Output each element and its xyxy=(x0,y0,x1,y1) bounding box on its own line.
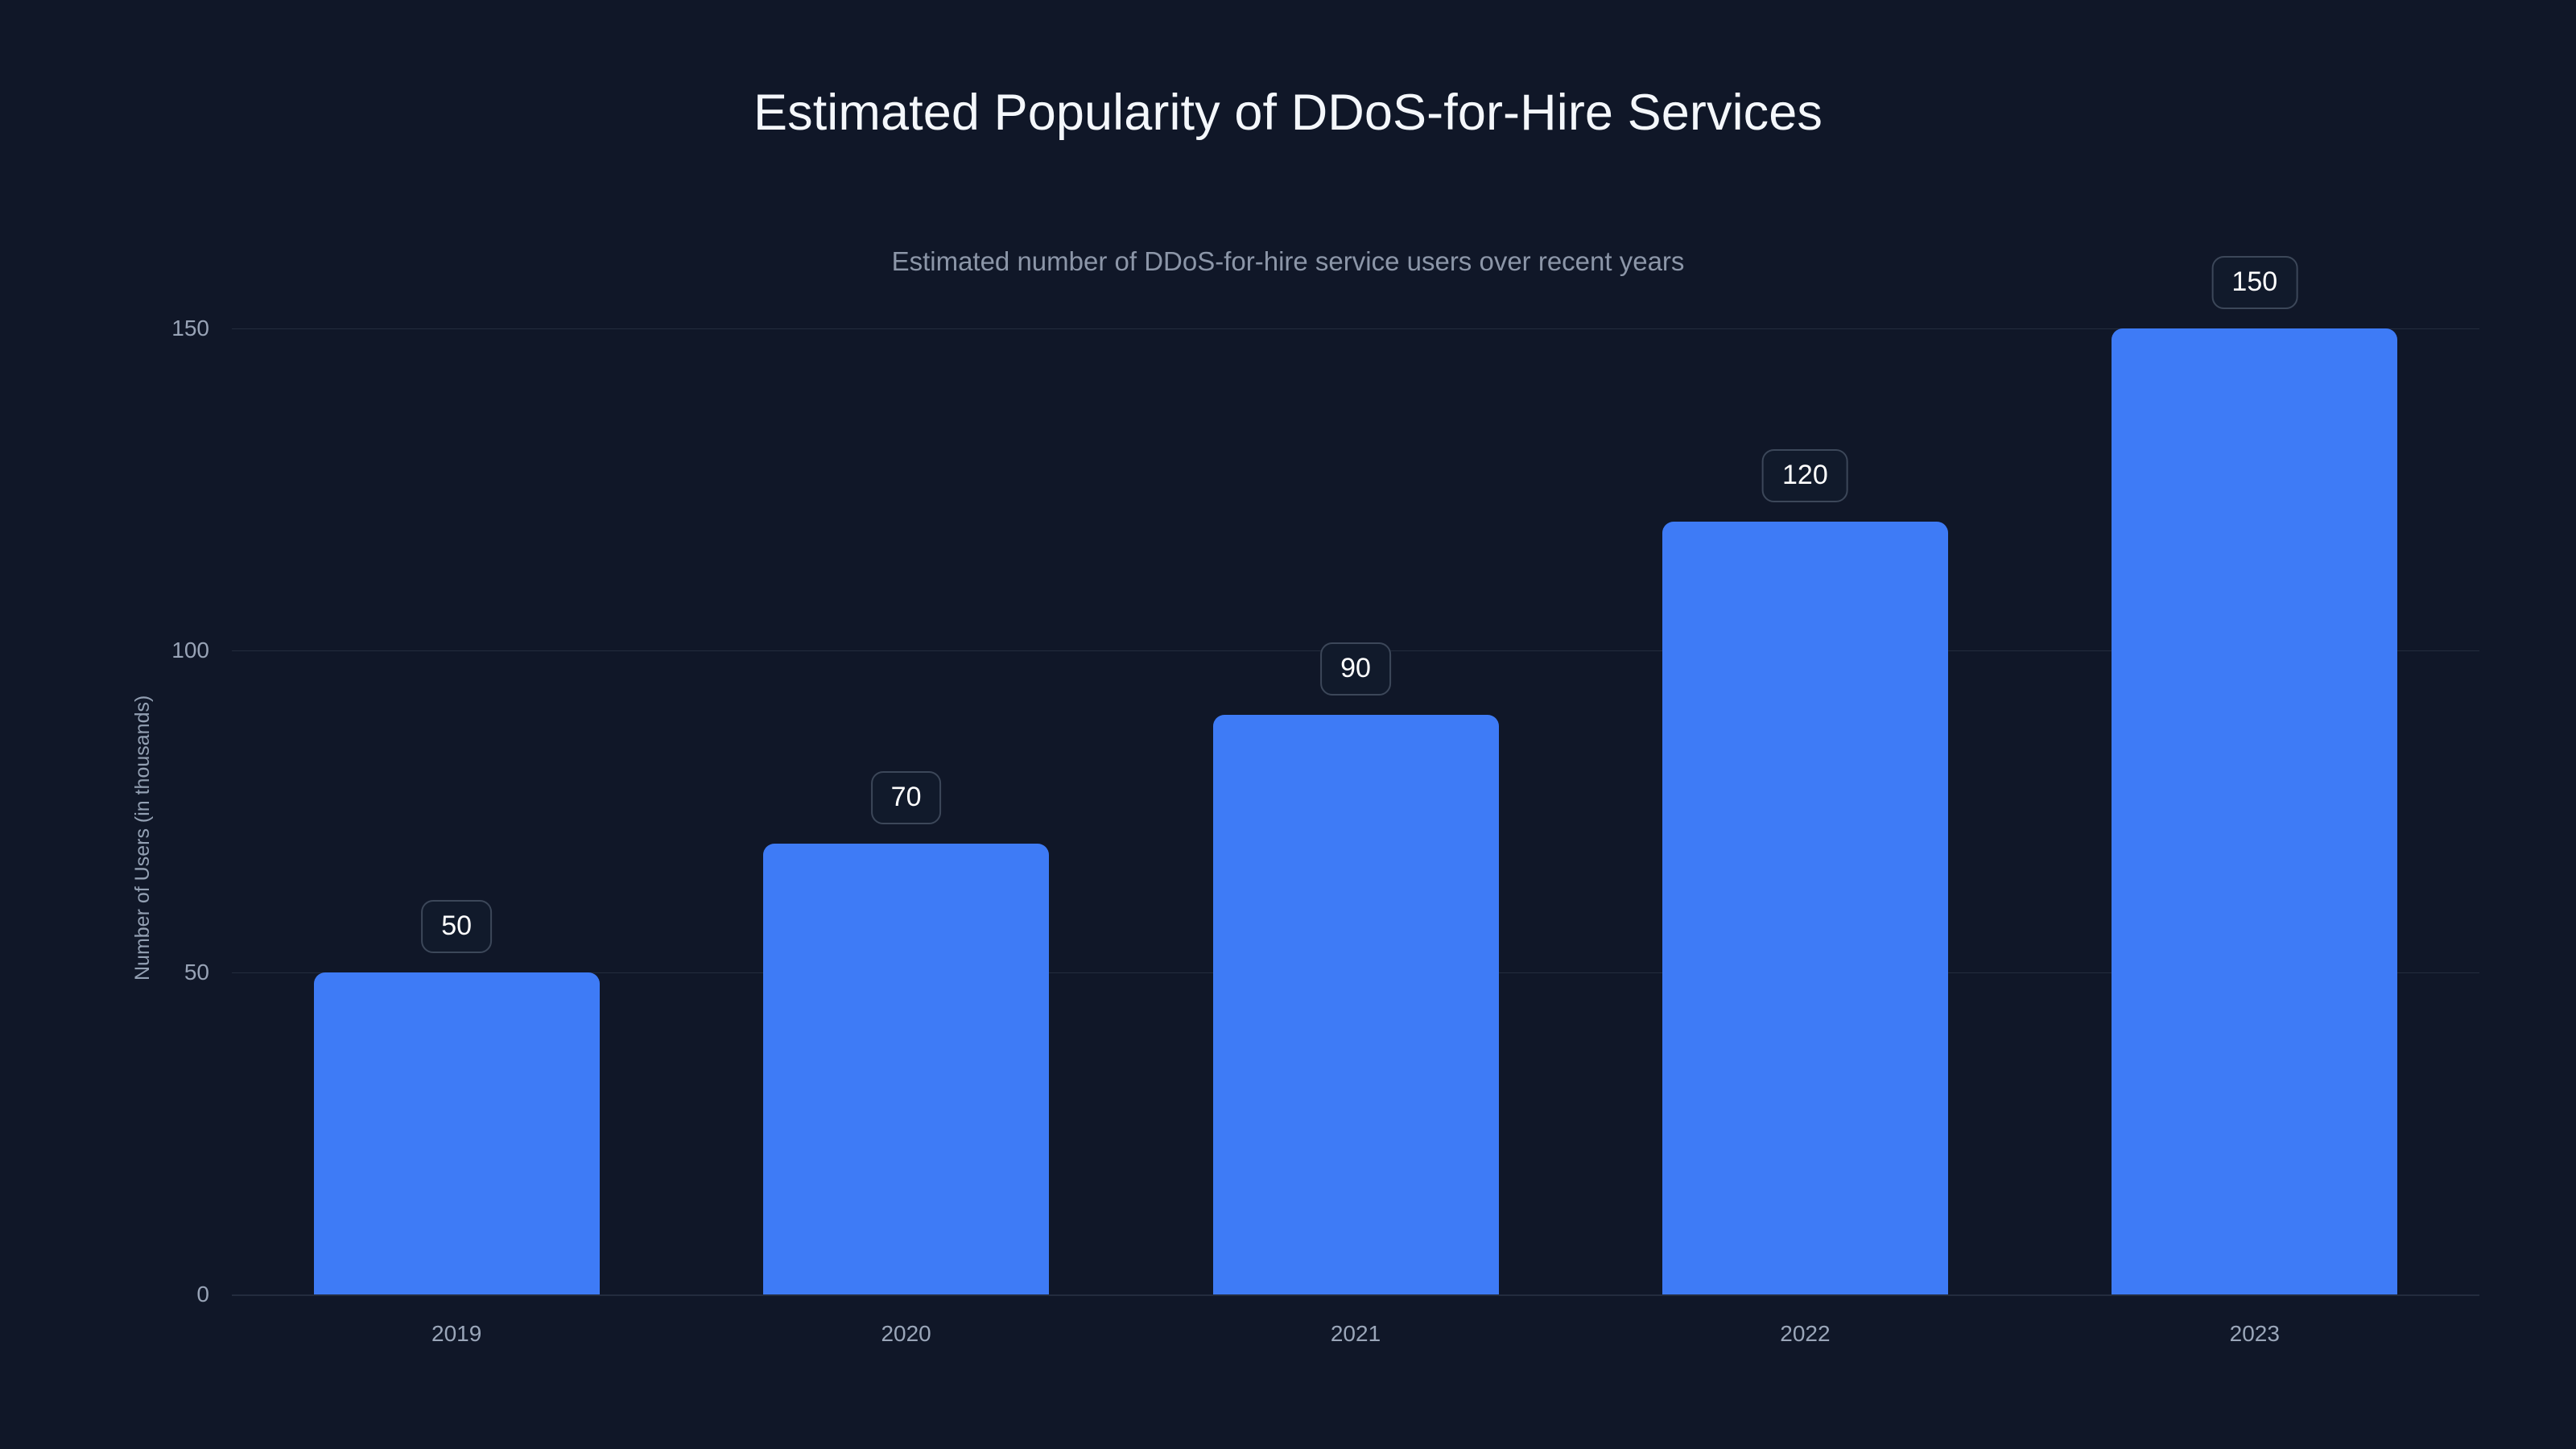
bar-value-label: 120 xyxy=(1762,449,1848,502)
bar[interactable] xyxy=(2112,328,2398,1294)
chart-title: Estimated Popularity of DDoS-for-Hire Se… xyxy=(753,85,1823,141)
axis-baseline xyxy=(232,1294,2479,1296)
y-axis-title: Number of Users (in thousands) xyxy=(131,695,154,980)
gridline xyxy=(232,328,2479,329)
y-tick-label: 50 xyxy=(184,960,209,985)
x-tick-label: 2021 xyxy=(1330,1321,1381,1346)
bar[interactable] xyxy=(313,972,600,1294)
bar-value-label: 70 xyxy=(870,771,942,824)
bar-value-label: 90 xyxy=(1320,642,1391,696)
plot-area xyxy=(232,328,2479,1296)
y-tick-label: 100 xyxy=(171,638,209,663)
bar-value-label: 150 xyxy=(2211,256,2298,309)
x-tick-label: 2019 xyxy=(431,1321,482,1346)
bar[interactable] xyxy=(1212,715,1499,1294)
x-tick-label: 2022 xyxy=(1780,1321,1831,1346)
y-tick-label: 150 xyxy=(171,316,209,341)
x-tick-label: 2020 xyxy=(881,1321,931,1346)
chart-subtitle: Estimated number of DDoS-for-hire servic… xyxy=(891,246,1685,276)
y-tick-label: 0 xyxy=(196,1282,209,1307)
bar[interactable] xyxy=(763,844,1050,1294)
bar-value-label: 50 xyxy=(421,900,493,953)
x-tick-label: 2023 xyxy=(2229,1321,2280,1346)
bar[interactable] xyxy=(1662,522,1948,1294)
